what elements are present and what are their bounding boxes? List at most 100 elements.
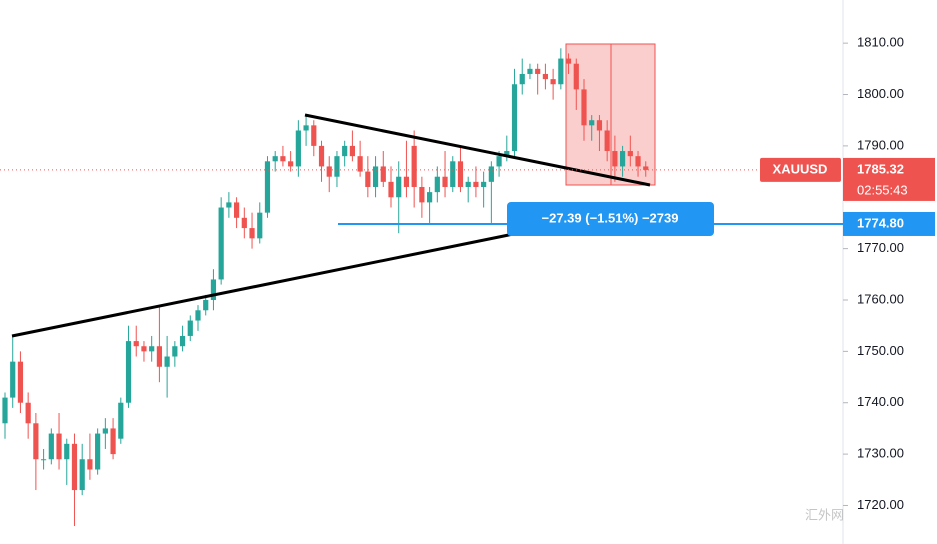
y-tick-label: 1740.00 [857,394,904,409]
candle-body [241,217,247,229]
level-label: 1774.80 [857,215,904,230]
candle-body [488,166,494,182]
candle-body [249,228,255,239]
candle-body [218,207,224,280]
candle-body [2,397,8,424]
candle-body [558,58,564,85]
last-price-label: 1785.32 [857,161,904,176]
y-tick-label: 1800.00 [857,86,904,101]
candle-body [450,161,456,187]
candle-body [504,151,510,157]
candle-body [380,166,386,182]
candle-body [620,151,626,167]
candle-body [419,186,425,203]
candle-body [596,120,603,131]
candle-body [411,145,417,187]
candle-body [280,156,286,162]
candle-body [110,428,116,455]
y-tick-label: 1790.00 [857,137,904,152]
candle-body [288,161,294,167]
candle-body [643,166,649,170]
candles [2,48,649,527]
candle-body [311,125,317,146]
y-tick-label: 1750.00 [857,343,904,358]
trend-line-upper [304,113,651,187]
candle-body [156,346,162,367]
candle-body [357,156,363,172]
candle-body [318,145,325,167]
candle-body [141,346,147,352]
candle-body [33,423,39,460]
y-tick-label: 1720.00 [857,497,904,512]
candle-body [372,166,379,187]
y-tick-label: 1730.00 [857,446,904,461]
last-price-badge [843,157,935,201]
candle-body [550,79,556,85]
candle-body [511,84,518,152]
countdown-label: 02:55:43 [857,182,908,197]
candle-body [187,320,193,336]
candle-body [17,361,24,403]
candle-body [635,156,641,167]
candle-body [79,459,85,491]
candle-body [234,202,240,218]
candle-body [565,58,572,64]
candle-body [388,181,394,198]
measure-badge [507,202,714,236]
candle-body [535,68,541,74]
candle-body [612,151,618,167]
candle-body [226,202,232,208]
level-badge [843,211,935,236]
measure-label: −27.39 (−1.51%) −2739 [542,210,679,225]
candle-body [48,433,54,460]
candle-body [10,361,16,398]
candle-body [125,341,132,403]
candle-body [203,299,209,311]
candle-body [581,89,587,126]
candle-body [87,459,93,470]
candle-body [210,279,217,300]
candle-body [427,192,433,203]
candle-body [473,181,479,187]
candle-body [457,161,464,187]
candle-body [496,156,502,167]
candle-body [95,433,101,470]
candle-body [527,68,533,74]
candle-body [604,130,610,152]
candle-body [542,73,548,80]
candle-body [164,356,170,367]
candle-body [64,443,70,460]
candle-body [71,443,78,491]
candle-body [396,176,402,198]
candle-body [56,433,62,460]
symbol-label: XAUUSD [773,161,828,176]
candle-body [264,161,271,213]
candle-body [25,402,31,424]
candle-body [589,120,595,126]
candle-body [195,310,201,321]
y-tick-label: 1810.00 [857,35,904,50]
candle-body [179,335,186,347]
overlay: 1720.00 1730.00 1740.00 1750.00 1760.00 1770.… [0,35,935,524]
candle-body [519,73,525,85]
watermark: 汇外网 [805,509,844,524]
candle-body [573,63,579,90]
candle-body [326,166,332,177]
candle-body [434,176,440,193]
candle-body [627,151,633,157]
candle-body [295,130,301,167]
candle-body [118,402,124,439]
candle-body [41,459,47,461]
y-tick-label: 1760.00 [857,291,904,306]
candle-body [303,125,309,131]
y-tick-label: 1770.00 [857,240,904,255]
candle-body [442,176,448,187]
candle-body [149,346,155,352]
candle-body [133,341,139,347]
candle-body [257,212,263,239]
candle-body [272,156,278,162]
candle-body [334,156,340,177]
symbol-badge [760,157,841,182]
